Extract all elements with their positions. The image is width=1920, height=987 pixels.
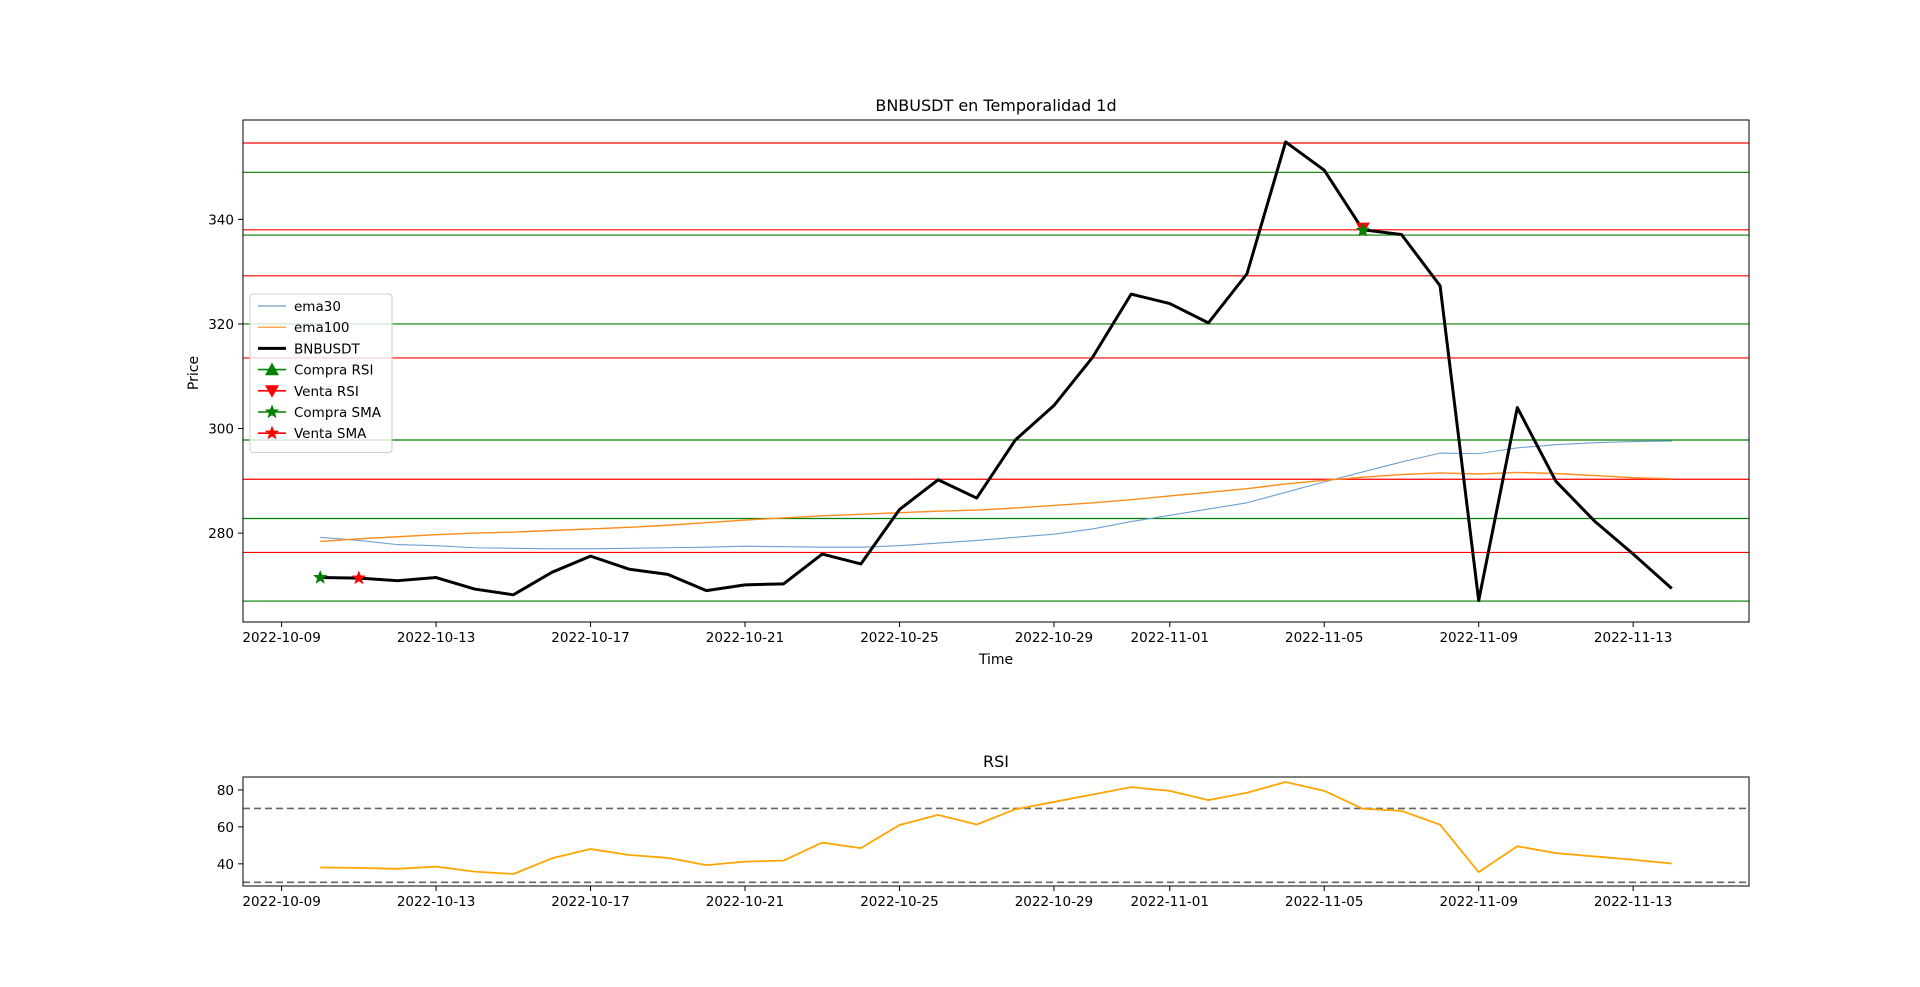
rsi-axes-frame — [242, 776, 1750, 887]
rsi-series-rsi — [320, 781, 1672, 875]
price-legend-label-compra-rsi: Compra RSI — [294, 363, 373, 379]
price-ytick-label-1: 300 — [208, 422, 234, 438]
rsi-xtick-label-9: 2022-11-13 — [1594, 894, 1672, 910]
rsi-plot-area: 2022-10-09 2022-10-13 2022-10-17 2022-10-21… — [217, 776, 1750, 910]
rsi-panel: RSI 2022-10-09 2022-10-13 2022-10-17 2022-1… — [217, 752, 1750, 910]
price-legend-label-compra-sma: Compra SMA — [294, 405, 382, 421]
price-xtick-label-6: 2022-11-01 — [1131, 630, 1209, 646]
rsi-xtick-label-8: 2022-11-09 — [1439, 894, 1517, 910]
price-marker-venta-sma-0 — [351, 570, 367, 585]
rsi-ytick-label-0: 40 — [217, 857, 234, 873]
price-panel: BNBUSDT en Temporalidad 1d Time Price 20… — [186, 96, 1750, 668]
price-marker-compra-sma-1 — [1355, 222, 1371, 237]
price-series-ema30 — [320, 440, 1672, 550]
price-xtick-label-8: 2022-11-09 — [1439, 630, 1517, 646]
price-xtick-label-1: 2022-10-13 — [397, 630, 475, 646]
rsi-xtick-label-7: 2022-11-05 — [1285, 894, 1363, 910]
price-y-axis-label: Price — [186, 356, 202, 390]
price-chart-title: BNBUSDT en Temporalidad 1d — [875, 96, 1116, 115]
price-plot-area: 2022-10-09 2022-10-13 2022-10-17 2022-10-21… — [208, 119, 1750, 646]
rsi-xtick-label-2: 2022-10-17 — [551, 894, 629, 910]
price-legend-label-bnbusdt: BNBUSDT — [294, 341, 360, 357]
rsi-chart-title: RSI — [983, 752, 1009, 771]
price-x-axis-label: Time — [978, 652, 1013, 668]
price-legend-label-venta-rsi: Venta RSI — [294, 384, 359, 400]
price-axes-frame — [242, 119, 1750, 623]
price-legend-label-venta-sma: Venta SMA — [294, 426, 367, 442]
price-xtick-label-5: 2022-10-29 — [1015, 630, 1093, 646]
rsi-ytick-label-2: 80 — [217, 783, 234, 799]
price-xtick-label-9: 2022-11-13 — [1594, 630, 1672, 646]
price-ytick-label-0: 280 — [208, 526, 234, 542]
rsi-xtick-label-1: 2022-10-13 — [397, 894, 475, 910]
rsi-xtick-label-6: 2022-11-01 — [1131, 894, 1209, 910]
price-xtick-label-7: 2022-11-05 — [1285, 630, 1363, 646]
price-legend-marker-venta-sma — [264, 425, 280, 440]
price-xtick-label-4: 2022-10-25 — [860, 630, 938, 646]
price-xtick-label-2: 2022-10-17 — [551, 630, 629, 646]
price-ytick-label-2: 320 — [208, 317, 234, 333]
price-legend: ema30 ema100 BNBUSDT Compra RSI Venta RSI Com… — [249, 293, 393, 453]
price-ytick-label-3: 340 — [208, 212, 234, 228]
rsi-xtick-label-5: 2022-10-29 — [1015, 894, 1093, 910]
price-legend-label-ema30: ema30 — [294, 299, 341, 315]
price-legend-marker-venta-rsi — [265, 385, 279, 398]
price-series-ema100 — [320, 471, 1672, 543]
price-xtick-label-0: 2022-10-09 — [242, 630, 320, 646]
rsi-xtick-label-0: 2022-10-09 — [242, 894, 320, 910]
rsi-ytick-label-1: 60 — [217, 820, 234, 836]
price-legend-label-ema100: ema100 — [294, 320, 350, 336]
price-series-bnbusdt — [320, 140, 1673, 603]
price-legend-marker-compra-sma — [264, 404, 280, 419]
price-xtick-label-3: 2022-10-21 — [706, 630, 784, 646]
price-legend-marker-compra-rsi — [265, 362, 279, 376]
price-marker-compra-sma-0 — [312, 569, 328, 584]
rsi-xtick-label-3: 2022-10-21 — [706, 894, 784, 910]
rsi-xtick-label-4: 2022-10-25 — [860, 894, 938, 910]
